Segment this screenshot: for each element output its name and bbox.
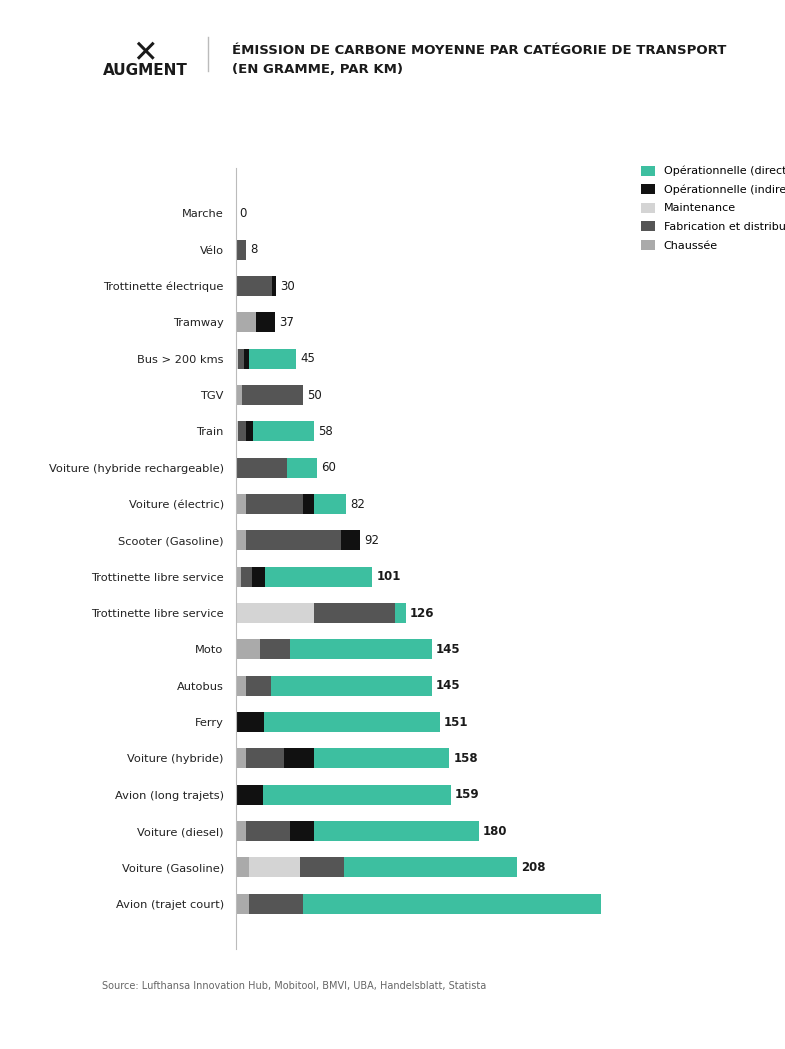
Bar — [260, 640, 290, 660]
Bar — [236, 640, 260, 660]
Legend: Opérationnelle (direct), Opérationnelle (indirect), Maintenance, Fabrication et : Opérationnelle (direct), Opérationnelle … — [641, 166, 785, 251]
Bar — [236, 603, 314, 623]
Bar — [249, 894, 303, 914]
Text: 145: 145 — [436, 680, 461, 692]
Bar — [236, 676, 246, 695]
Bar — [236, 494, 246, 514]
Text: 58: 58 — [318, 425, 333, 437]
Text: (EN GRAMME, PAR KM): (EN GRAMME, PAR KM) — [232, 63, 403, 76]
Bar — [236, 857, 249, 877]
Bar — [264, 712, 440, 732]
Text: ✕: ✕ — [133, 39, 158, 68]
Bar — [243, 385, 303, 405]
Bar — [246, 749, 284, 769]
Bar — [236, 457, 287, 477]
Bar — [314, 749, 449, 769]
Text: 50: 50 — [307, 388, 322, 402]
Text: AUGMENT: AUGMENT — [103, 63, 188, 78]
Bar — [271, 676, 432, 695]
Bar — [236, 422, 238, 442]
Text: 101: 101 — [376, 571, 400, 583]
Bar — [287, 457, 316, 477]
Bar — [262, 785, 451, 805]
Bar — [236, 821, 246, 841]
Bar — [290, 821, 314, 841]
Bar — [341, 531, 360, 551]
Bar — [236, 712, 264, 732]
Bar — [284, 749, 314, 769]
Text: Source: Lufthansa Innovation Hub, Mobitool, BMVI, UBA, Handelsblatt, Statista: Source: Lufthansa Innovation Hub, Mobito… — [102, 981, 486, 991]
Bar — [290, 640, 432, 660]
Bar — [236, 749, 246, 769]
Text: 37: 37 — [279, 316, 294, 329]
Bar — [236, 276, 272, 296]
Bar — [344, 857, 517, 877]
Bar — [236, 385, 243, 405]
Bar — [236, 348, 238, 368]
Bar — [303, 894, 601, 914]
Bar — [246, 821, 290, 841]
Bar — [236, 313, 256, 333]
Bar — [236, 566, 241, 586]
Bar — [236, 531, 246, 551]
Bar — [238, 422, 246, 442]
Bar — [265, 566, 372, 586]
Bar — [395, 603, 406, 623]
Bar — [246, 494, 303, 514]
Bar — [303, 494, 314, 514]
Text: 145: 145 — [436, 643, 461, 656]
Bar — [236, 785, 262, 805]
Bar — [314, 494, 346, 514]
Text: 151: 151 — [444, 715, 469, 729]
Bar — [272, 276, 276, 296]
Bar — [301, 857, 344, 877]
Text: 158: 158 — [454, 752, 478, 765]
Text: 0: 0 — [239, 207, 247, 220]
Bar — [314, 603, 395, 623]
Text: 92: 92 — [364, 534, 379, 547]
Bar — [246, 531, 341, 551]
Bar — [246, 422, 253, 442]
Text: 208: 208 — [521, 861, 546, 874]
Bar — [253, 422, 314, 442]
Text: 60: 60 — [321, 462, 336, 474]
Bar — [236, 894, 249, 914]
Bar — [236, 240, 246, 260]
Text: 126: 126 — [410, 606, 435, 620]
Text: 8: 8 — [250, 243, 257, 256]
Bar — [252, 566, 265, 586]
Bar — [238, 348, 243, 368]
Text: 159: 159 — [455, 788, 480, 801]
Bar — [314, 821, 479, 841]
Bar — [243, 348, 249, 368]
Bar — [256, 313, 275, 333]
Text: 180: 180 — [484, 825, 508, 838]
Bar — [246, 676, 271, 695]
Bar — [249, 857, 301, 877]
Text: 30: 30 — [280, 279, 295, 293]
Bar — [249, 348, 297, 368]
Text: 45: 45 — [301, 352, 316, 365]
Text: ÉMISSION DE CARBONE MOYENNE PAR CATÉGORIE DE TRANSPORT: ÉMISSION DE CARBONE MOYENNE PAR CATÉGORI… — [232, 44, 726, 57]
Bar — [241, 566, 252, 586]
Text: 82: 82 — [351, 497, 366, 511]
